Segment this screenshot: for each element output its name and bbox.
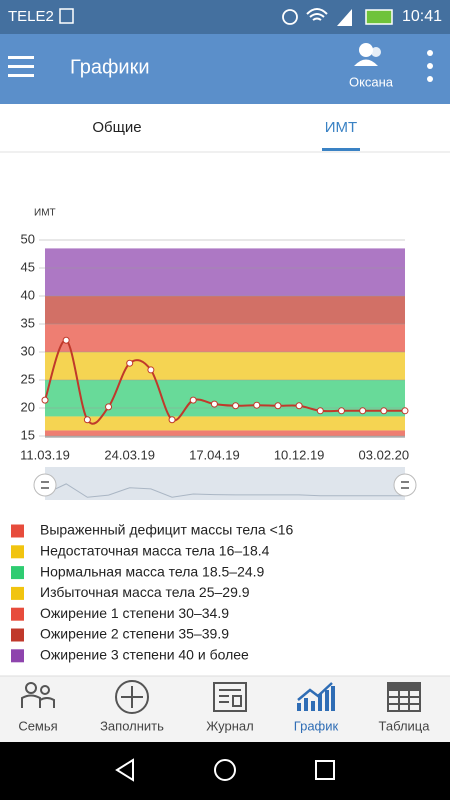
- tab-indicator: [322, 148, 360, 151]
- zone-band: [45, 352, 405, 380]
- tab[interactable]: Общие: [92, 119, 141, 136]
- data-point: [189, 396, 197, 404]
- legend-swatch: [11, 545, 24, 559]
- data-point: [105, 403, 113, 411]
- data-point: [126, 359, 134, 367]
- zone-band: [45, 248, 405, 296]
- y-tick-label: 45: [21, 259, 35, 274]
- data-point: [62, 336, 70, 344]
- legend-label: Избыточная масса тела 25–29.9: [40, 584, 250, 600]
- nav-journal[interactable]: Журнал: [206, 682, 254, 733]
- tab-active[interactable]: ИМТ: [325, 119, 357, 136]
- data-point: [253, 401, 261, 409]
- y-tick-label: 20: [21, 399, 35, 414]
- legend-swatch: [11, 628, 24, 642]
- nav-label-active: График: [294, 718, 339, 733]
- x-tick-label: 24.03.19: [104, 447, 155, 462]
- x-tick-label: 10.12.19: [274, 447, 325, 462]
- user-name: Оксана: [349, 74, 394, 89]
- nav-label: Таблица: [379, 718, 431, 733]
- screen-title: Графики: [70, 56, 150, 78]
- zone-band: [45, 416, 405, 431]
- data-point: [232, 402, 240, 410]
- data-point: [316, 407, 324, 415]
- zone-band: [45, 430, 405, 436]
- legend-label: Недостаточная масса тела 16–18.4: [40, 543, 270, 559]
- legend: Выраженный дефицит массы тела <16 Недоста…: [11, 522, 294, 663]
- legend-label: Ожирение 2 степени 35–39.9: [40, 626, 229, 642]
- y-tick-label: 15: [21, 427, 35, 442]
- data-point: [274, 402, 282, 410]
- home-button[interactable]: [214, 759, 236, 781]
- handle-grip: [41, 481, 49, 489]
- recents-button[interactable]: [315, 760, 335, 780]
- data-point: [401, 407, 409, 415]
- data-point: [295, 402, 303, 410]
- alarm-icon: [282, 9, 298, 25]
- data-point: [168, 416, 176, 424]
- legend-swatch: [11, 607, 24, 621]
- battery-icon: [365, 9, 393, 25]
- data-point: [359, 407, 367, 415]
- nav-chart[interactable]: График: [294, 682, 339, 733]
- x-tick-label: 17.04.19: [189, 447, 240, 462]
- y-tick-label: 25: [21, 371, 35, 386]
- y-tick-label: 40: [21, 287, 35, 302]
- legend-label: Нормальная масса тела 18.5–24.9: [40, 563, 265, 579]
- chart: 15 20 25 30 35 40 45 50 11.03.19 24.03.19 17.04.19…: [20, 231, 417, 500]
- data-point: [380, 407, 388, 415]
- legend-label: Ожирение 1 степени 30–34.9: [40, 605, 229, 621]
- nav-fill[interactable]: Заполнить: [100, 680, 164, 733]
- data-point: [147, 366, 155, 374]
- nav-label: Заполнить: [100, 718, 164, 733]
- legend-swatch: [11, 586, 24, 600]
- navigator-handle[interactable]: [33, 473, 57, 497]
- signal-icon: [337, 9, 352, 26]
- nav-label: Журнал: [206, 718, 253, 733]
- carrier: TELE2: [8, 8, 54, 25]
- y-tick-label: 50: [21, 231, 35, 246]
- zone-band: [45, 324, 405, 352]
- x-tick-label: 11.03.19: [20, 447, 70, 462]
- y-tick-label: 30: [21, 343, 35, 358]
- app-bar: [0, 34, 450, 104]
- navigator-handle[interactable]: [393, 473, 417, 497]
- legend-swatch: [11, 566, 24, 580]
- gallery-icon: [59, 8, 74, 24]
- back-button[interactable]: [115, 758, 134, 782]
- data-point: [41, 396, 49, 404]
- nav-family[interactable]: Семья: [18, 682, 58, 733]
- legend-swatch: [11, 524, 24, 538]
- navigator-series: [44, 483, 405, 498]
- clock: 10:41: [402, 8, 442, 25]
- y-tick-label: 35: [21, 315, 35, 330]
- handle-grip: [401, 481, 409, 489]
- nav-table[interactable]: Таблица: [379, 682, 431, 733]
- data-point: [83, 416, 91, 424]
- legend-label: Выраженный дефицит массы тела <16: [40, 522, 294, 538]
- overflow-menu[interactable]: [427, 50, 433, 82]
- profile-button[interactable]: Оксана: [349, 43, 394, 89]
- wifi-icon: [306, 8, 328, 21]
- bottom-nav: [0, 676, 450, 742]
- zone-band: [45, 296, 405, 324]
- y-axis-label: ИМТ: [34, 208, 56, 219]
- x-tick-label: 03.02.20: [359, 447, 410, 462]
- menu-button[interactable]: [8, 56, 34, 77]
- legend-swatch: [11, 649, 24, 663]
- handle-knob: [393, 473, 417, 497]
- data-point: [337, 407, 345, 415]
- nav-label: Семья: [18, 718, 57, 733]
- data-point: [210, 400, 218, 408]
- legend-label: Ожирение 3 степени 40 и более: [40, 647, 249, 663]
- handle-knob: [33, 473, 57, 497]
- system-nav: [0, 742, 450, 800]
